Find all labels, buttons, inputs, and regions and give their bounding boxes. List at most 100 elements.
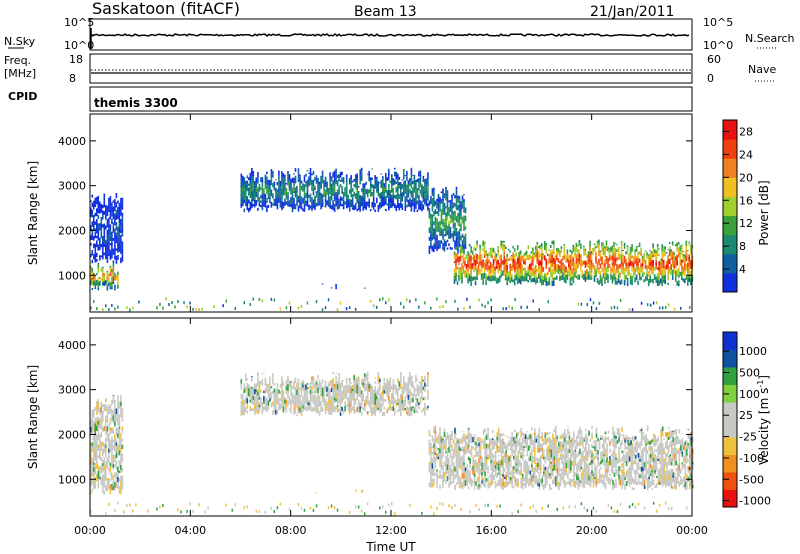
velocity-cell [372,409,375,415]
power-cell [339,172,342,178]
velocity-cell [442,438,444,441]
power-cell [421,190,423,192]
power-cell [544,255,546,261]
velocity-cell [353,375,355,380]
velocity-cell [108,487,110,490]
power-cell [94,276,97,280]
velocity-cell [466,474,468,480]
power-cell [359,180,361,185]
velocity-cell [272,378,274,384]
velocity-cell [543,439,545,445]
velocity-cell [377,387,380,392]
power-cell [266,205,268,208]
velocity-cell [540,465,542,471]
power-cell [503,244,505,247]
velocity-cell [252,391,255,396]
power-cell [99,201,101,204]
velocity-cell [430,485,432,488]
power-cbar-swatch-7 [723,139,737,159]
velocity-cell [524,444,527,448]
velocity-cell [470,478,473,482]
power-cell [431,198,434,204]
power-cell [312,203,315,209]
power-cell [105,208,107,215]
power-cell [299,190,301,197]
velocity-cell [491,467,494,471]
velocity-cell [400,383,402,389]
power-cell [563,243,566,245]
power-ground-cell [372,304,375,308]
velocity-cell [321,387,324,391]
velocity-cell [389,386,392,393]
power-cell [93,223,95,228]
velocity-cell [518,464,521,467]
power-cell [510,255,513,256]
velocity-cell [496,448,498,453]
power-ground-cell [511,306,513,310]
power-cell [409,178,411,180]
velocity-cell [528,465,530,469]
velocity-cell [410,383,413,388]
velocity-cell [323,402,325,406]
power-cell [622,262,624,267]
velocity-cell [362,380,364,383]
power-cell [652,250,654,255]
velocity-cell [443,439,446,445]
velocity-cell [490,455,492,460]
power-cell [303,176,306,181]
power-cell [451,213,453,216]
power-cell [94,247,97,250]
velocity-cell [383,380,386,383]
power-cell [380,173,383,175]
power-cell [111,206,113,210]
power-cell [565,279,567,284]
power-cell [604,277,606,282]
velocity-cell [243,406,246,409]
power-ground-cell [616,306,619,310]
power-cell [257,173,259,179]
velocity-cell [499,462,501,467]
velocity-cell [452,439,455,444]
velocity-cell [93,449,95,453]
velocity-cell [526,445,528,449]
power-cell [333,174,336,178]
velocity-cell [540,458,542,463]
power-cell [264,205,267,208]
velocity-cell [419,398,422,403]
power-cell [341,197,343,201]
power-cell [379,192,381,199]
power-cell [513,266,516,271]
power-cell [445,192,447,196]
power-cell [572,247,575,252]
velocity-cell [388,395,390,401]
power-cell [336,180,339,186]
velocity-cell [494,451,497,454]
velocity-cell [243,399,246,404]
power-cell [581,270,584,274]
velocity-cell [418,391,420,397]
power-cell [320,205,322,210]
velocity-cell [491,470,494,476]
power-cell [688,266,691,271]
velocity-cell [258,384,261,391]
power-cell [418,171,420,175]
velocity-cell [413,386,416,389]
velocity-cell [493,469,495,472]
velocity-cell [293,382,295,386]
velocity-cell [248,388,250,392]
velocity-cell [493,464,495,468]
velocity-cell [344,401,346,406]
power-cell [90,242,92,246]
velocity-cell [452,448,455,455]
power-cell [506,253,508,257]
velocity-cell [290,406,292,410]
power-cell [434,216,437,221]
power-cell [539,247,542,250]
velocity-cell [466,446,468,450]
velocity-cell [260,389,262,393]
velocity-cell [114,411,116,415]
velocity-cell [368,388,370,392]
power-cell [261,204,264,211]
velocity-cell [547,473,550,479]
power-cell [544,277,546,282]
